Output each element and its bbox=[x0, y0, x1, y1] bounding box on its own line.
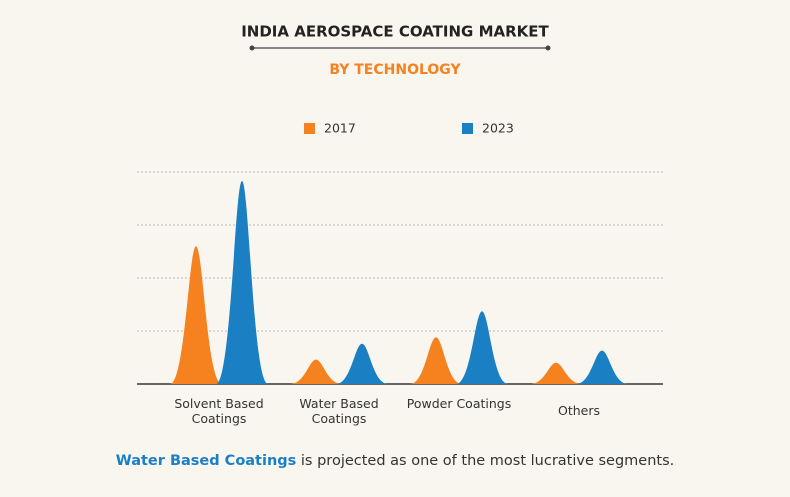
peak bbox=[290, 359, 342, 384]
rule-dot bbox=[545, 45, 551, 51]
rule-dot bbox=[249, 45, 255, 51]
x-tick-label: Powder Coatings bbox=[406, 396, 512, 411]
peak bbox=[410, 337, 462, 384]
peak bbox=[530, 362, 582, 384]
x-tick-label: Solvent Based Coatings bbox=[174, 396, 264, 426]
peak bbox=[336, 343, 388, 384]
footnote: Water Based Coatings is projected as one… bbox=[0, 453, 790, 469]
legend-label: 2017 bbox=[324, 121, 356, 136]
chart-subtitle: BY TECHNOLOGY bbox=[329, 62, 461, 78]
legend-swatch bbox=[462, 123, 473, 134]
footnote-highlight: Water Based Coatings bbox=[115, 453, 297, 469]
peak bbox=[170, 246, 222, 384]
peak bbox=[576, 350, 628, 384]
peak bbox=[456, 311, 508, 384]
legend-label: 2023 bbox=[482, 121, 514, 136]
x-tick-label: Water Based Coatings bbox=[299, 396, 379, 426]
peak bbox=[216, 181, 268, 384]
legend-swatch bbox=[304, 123, 315, 134]
x-tick-label: Others bbox=[557, 403, 600, 418]
chart-title: INDIA AEROSPACE COATING MARKET bbox=[241, 23, 549, 41]
footnote-text: is projected as one of the most lucrativ… bbox=[300, 453, 675, 469]
